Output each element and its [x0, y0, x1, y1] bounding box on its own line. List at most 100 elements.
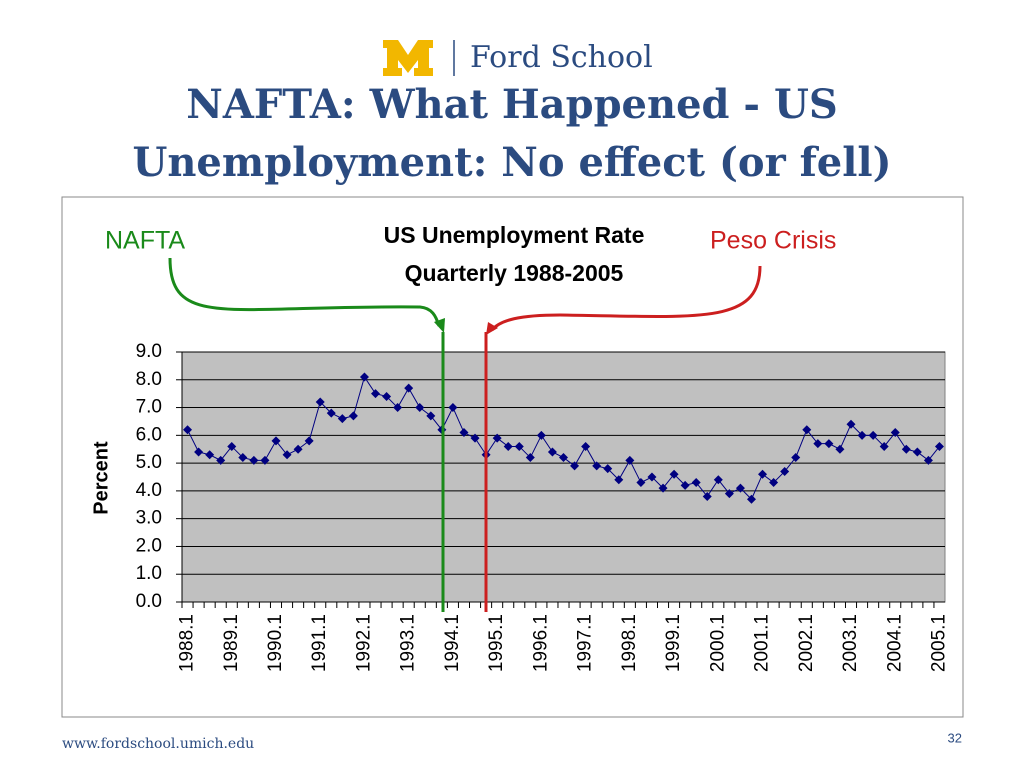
x-tick-label: 1991.1 — [309, 614, 330, 672]
data-point — [702, 491, 712, 501]
data-point — [514, 441, 524, 451]
x-tick-label: 1997.1 — [575, 614, 596, 672]
data-point — [304, 436, 314, 446]
x-tick-label: 2003.1 — [840, 614, 861, 672]
data-point — [769, 478, 779, 488]
data-point — [780, 466, 790, 476]
y-tick-label: 2.0 — [136, 535, 162, 556]
data-point — [735, 483, 745, 493]
data-point — [802, 425, 812, 435]
y-tick-label: 5.0 — [136, 452, 162, 473]
data-point — [547, 447, 557, 457]
data-point — [857, 430, 867, 440]
plot: 0.0 1.0 2.0 3.0 4.0 5.0 6.0 7.0 8.0 9.0 1988.1 1989… — [136, 341, 950, 672]
y-tick-label: 4.0 — [136, 480, 162, 501]
data-point — [503, 441, 513, 451]
data-point — [326, 408, 336, 418]
data-point — [669, 469, 679, 479]
data-point — [216, 455, 226, 465]
data-point — [934, 441, 944, 451]
data-point — [658, 483, 668, 493]
data-point — [813, 439, 823, 449]
y-axis-label: Percent — [90, 441, 112, 515]
plot-area — [181, 351, 946, 603]
data-point — [448, 403, 458, 413]
y-tick-label: 0.0 — [136, 591, 162, 612]
annotation: NAFTA — [105, 227, 185, 255]
data-point — [525, 453, 535, 463]
data-point — [282, 450, 292, 460]
x-tick-label: 1995.1 — [486, 614, 507, 672]
x-tick-label: 1989.1 — [221, 614, 242, 672]
data-point — [227, 441, 237, 451]
data-point — [470, 433, 480, 443]
event-lines — [168, 257, 762, 612]
data-point — [183, 425, 193, 435]
x-tick-label: 1998.1 — [619, 614, 640, 672]
data-point — [570, 461, 580, 471]
data-point — [901, 444, 911, 454]
data-point — [868, 430, 878, 440]
data-point — [890, 428, 900, 438]
data-point — [415, 403, 425, 413]
data-point — [923, 455, 933, 465]
chart-title: US Unemployment Rate — [384, 222, 645, 248]
logo: Ford School — [383, 40, 653, 76]
chart-subtitle: Quarterly 1988-2005 — [405, 260, 624, 286]
data-point — [835, 444, 845, 454]
x-tick-label: 2002.1 — [796, 614, 817, 672]
x-tick-label: 2004.1 — [884, 614, 905, 672]
page-number: 32 — [948, 730, 962, 745]
data-point — [393, 403, 403, 413]
data-point — [603, 464, 613, 474]
x-tick-label: 1990.1 — [265, 614, 286, 672]
x-tick-label: 1993.1 — [398, 614, 419, 672]
data-point — [912, 447, 922, 457]
data-point — [348, 411, 358, 421]
data-point — [205, 450, 215, 460]
x-tick-label: 2001.1 — [752, 614, 773, 672]
x-tick-label: 1988.1 — [177, 614, 198, 672]
data-point — [879, 441, 889, 451]
data-point — [625, 455, 635, 465]
y-tick-label: 3.0 — [136, 508, 162, 529]
logo-text: Ford School — [470, 40, 653, 75]
data-point — [260, 455, 270, 465]
data-point — [382, 391, 392, 401]
data-point — [536, 430, 546, 440]
data-point — [746, 494, 756, 504]
data-point — [791, 453, 801, 463]
peso-arrow-head — [486, 322, 498, 335]
data-point — [315, 397, 325, 407]
data-point — [459, 428, 469, 438]
logo-mark — [383, 40, 433, 76]
y-tick-label: 7.0 — [136, 397, 162, 418]
x-tick-label: 1996.1 — [530, 614, 551, 672]
y-tick-label: 8.0 — [136, 369, 162, 390]
x-tick-label: 1994.1 — [442, 614, 463, 672]
peso-arrow — [490, 265, 762, 332]
data-point — [238, 453, 248, 463]
x-tick-label: 2005.1 — [928, 614, 949, 672]
annotation: Peso Crisis — [710, 227, 836, 255]
y-tick-label: 9.0 — [136, 341, 162, 362]
data-point — [371, 389, 381, 399]
data-point — [404, 383, 414, 393]
data-point — [713, 475, 723, 485]
data-point — [271, 436, 281, 446]
y-tick-label: 1.0 — [136, 563, 162, 584]
data-point — [614, 475, 624, 485]
x-tick-label: 2000.1 — [707, 614, 728, 672]
data-point — [249, 455, 259, 465]
data-point — [592, 461, 602, 471]
data-point — [691, 478, 701, 488]
data-point — [724, 489, 734, 499]
data-point — [581, 441, 591, 451]
nafta-arrow — [168, 257, 441, 327]
footer-url: www.fordschool.umich.edu — [62, 736, 254, 752]
data-point — [194, 447, 204, 457]
data-point — [337, 414, 347, 424]
data-point — [758, 469, 768, 479]
